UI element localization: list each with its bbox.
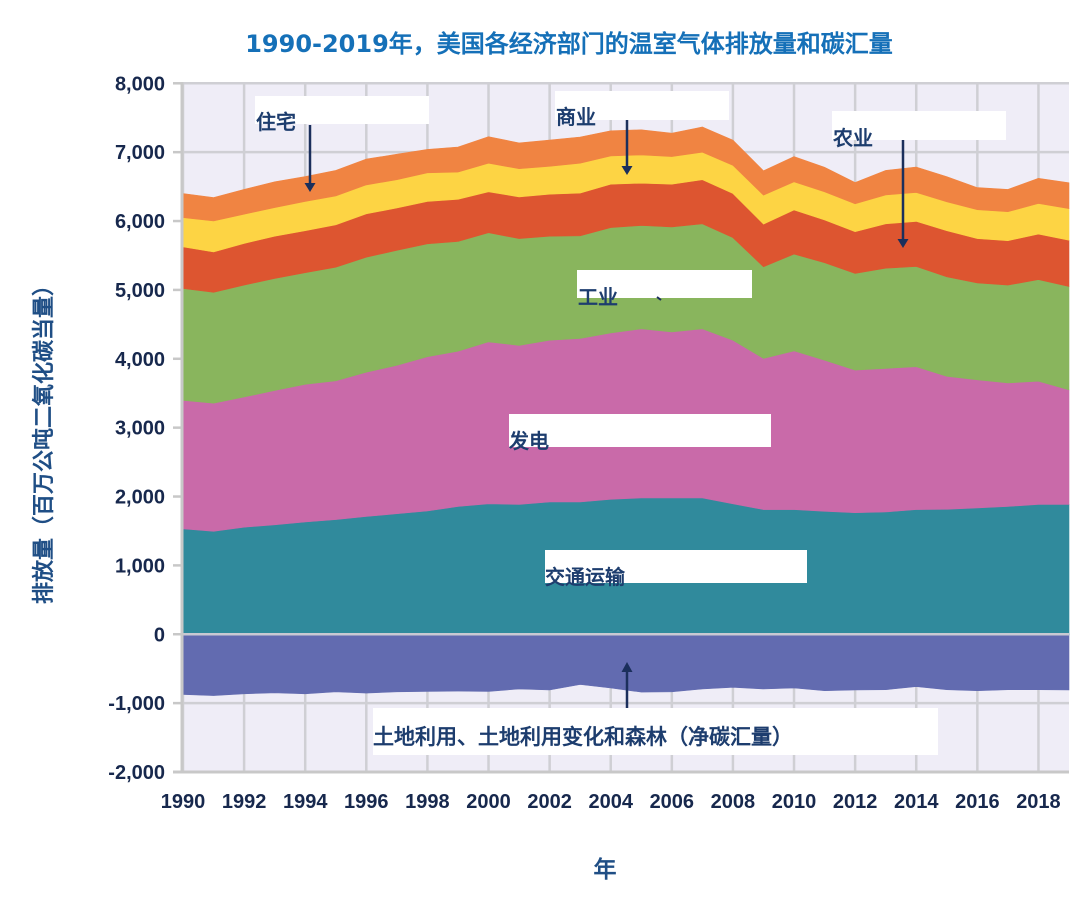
x-tick-label: 1994 xyxy=(283,791,328,813)
y-tick-label: 6,000 xyxy=(115,211,165,233)
y-tick-label: 5,000 xyxy=(115,280,165,302)
x-axis-title: 年 xyxy=(593,857,617,883)
y-axis-title: 排放量（百万公吨二氧化碳当量） xyxy=(32,274,57,605)
x-tick-label: 2012 xyxy=(833,791,878,813)
y-tick-label: 1,000 xyxy=(115,555,165,577)
y-tick-label: -1,000 xyxy=(108,693,165,715)
annotation-label-transportation: 交通运输 xyxy=(545,565,625,589)
x-tick-label: 2002 xyxy=(527,791,572,813)
chart-title: 1990-2019年，美国各经济部门的温室气体排放量和碳汇量 xyxy=(245,30,893,58)
y-tick-label: 3,000 xyxy=(115,418,165,440)
y-tick-label: 8,000 xyxy=(115,73,165,95)
annotation-label-residential: 住宅 xyxy=(256,110,296,134)
area-residential xyxy=(182,126,1070,222)
x-tick-label: 1990 xyxy=(161,791,206,813)
x-tick-label: 2008 xyxy=(711,791,756,813)
x-tick-label: 1996 xyxy=(344,791,389,813)
x-tick-label: 2016 xyxy=(955,791,1000,813)
x-tick-label: 2006 xyxy=(650,791,695,813)
y-tick-label: 2,000 xyxy=(115,487,165,509)
annotation-box-residential xyxy=(255,96,429,124)
annotation-box-lulucf xyxy=(373,708,938,755)
annotation-box-commercial xyxy=(555,91,729,120)
annotation-box-industry xyxy=(577,270,752,298)
annotation-label-agriculture: 农业 xyxy=(833,126,873,150)
area-lulucf xyxy=(182,634,1070,696)
annotation-label-electricity: 发电 xyxy=(509,429,549,453)
annotation-box-transportation xyxy=(545,550,807,583)
annotation-label-lulucf: 土地利用、土地利用变化和森林（净碳汇量） xyxy=(373,725,793,749)
annotation-label-industry: 工业 xyxy=(578,285,618,309)
x-tick-labels: 1990 1992 1994 1996 1998 2000 2002 2004 2006 2008… xyxy=(161,791,1061,813)
y-tick-label: 0 xyxy=(154,624,165,646)
y-tick-labels: 8,000 7,000 6,000 5,000 4,000 3,000 2,000 1,000… xyxy=(108,73,165,784)
y-tick-label: 4,000 xyxy=(115,349,165,371)
annotation-box-electricity xyxy=(509,414,771,447)
axes xyxy=(173,82,1069,774)
x-tick-label: 1998 xyxy=(405,791,450,813)
annotation-label-commercial: 商业 xyxy=(556,105,596,129)
annotation-box-agriculture xyxy=(832,111,1006,140)
x-tick-label: 1992 xyxy=(222,791,267,813)
x-tick-label: 2000 xyxy=(466,791,511,813)
y-tick-label: 7,000 xyxy=(115,142,165,164)
y-tick-label: -2,000 xyxy=(108,762,165,784)
x-tick-label: 2018 xyxy=(1016,791,1061,813)
x-tick-label: 2014 xyxy=(894,791,939,813)
area-series-layer xyxy=(182,126,1070,696)
x-tick-label: 2004 xyxy=(588,791,633,813)
x-tick-label: 2010 xyxy=(772,791,817,813)
